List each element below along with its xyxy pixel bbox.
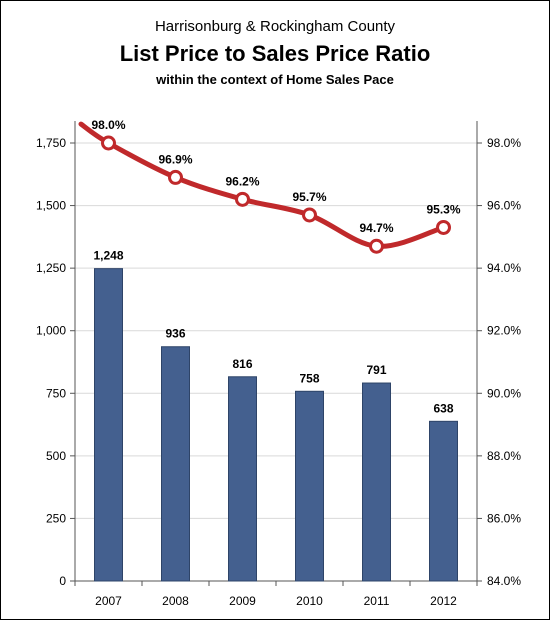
y-right-tick-label: 92.0%: [487, 324, 521, 338]
bar: [228, 376, 257, 582]
y-right-tick-label: 90.0%: [487, 386, 521, 400]
y-left-tick-label: 1,250: [36, 261, 66, 275]
bar-data-label: 638: [433, 401, 453, 415]
chart-title: List Price to Sales Price Ratio: [119, 41, 431, 66]
y-left-tick-label: 750: [46, 386, 66, 400]
y-left-tick-label: 1,500: [36, 199, 66, 213]
line-data-label: 96.9%: [158, 152, 192, 166]
y-right-tick-label: 84.0%: [487, 574, 521, 588]
chart-title-line1: Harrisonburg & Rockingham County: [154, 18, 396, 35]
line-point: [436, 219, 451, 235]
line-data-label: 94.7%: [359, 221, 393, 235]
bar: [429, 420, 458, 582]
bar-series: [94, 268, 458, 582]
bar: [161, 346, 190, 582]
y-left-tick-label: 1,000: [36, 324, 66, 338]
line-point: [235, 191, 250, 207]
x-tick-label: 2009: [229, 594, 256, 608]
line-data-label: 95.7%: [292, 190, 326, 204]
y-right-tick-label: 86.0%: [487, 511, 521, 525]
bar-data-label: 936: [165, 327, 185, 341]
y-left-tick-label: 1,750: [36, 136, 66, 150]
x-tick-label: 2008: [162, 594, 189, 608]
line-data-label: 96.2%: [225, 174, 259, 188]
bar-data-label: 816: [232, 357, 252, 371]
y-left-tick-label: 250: [46, 511, 66, 525]
line-point: [168, 169, 183, 185]
bar-data-label: 758: [299, 371, 319, 385]
y-right-tick-label: 94.0%: [487, 261, 521, 275]
line-point: [369, 238, 384, 254]
line-point: [302, 207, 317, 223]
y-left-tick-label: 0: [59, 574, 66, 588]
x-tick-label: 2007: [95, 594, 122, 608]
x-tick-label: 2012: [430, 594, 457, 608]
bar: [362, 382, 391, 582]
chart-subtitle: within the context of Home Sales Pace: [156, 72, 394, 87]
line-point: [101, 135, 116, 151]
line-data-label: 98.0%: [91, 118, 125, 132]
gridlines: [75, 142, 477, 519]
bar: [295, 390, 324, 582]
axes: 0 250 500 750 1,000 1,250 1,500 1,750 84.0% 86.0%…: [36, 121, 521, 608]
bar-data-label: 1,248: [93, 249, 123, 263]
y-right-tick-label: 96.0%: [487, 199, 521, 213]
y-right-tick-label: 88.0%: [487, 449, 521, 463]
x-tick-label: 2010: [296, 594, 323, 608]
chart-titles: Harrisonburg & Rockingham County List Pr…: [1, 17, 549, 89]
y-left-tick-label: 500: [46, 449, 66, 463]
y-right-tick-label: 98.0%: [487, 136, 521, 150]
line-data-label: 95.3%: [426, 202, 460, 216]
x-tick-label: 2011: [364, 594, 390, 608]
line-series: [78, 121, 451, 254]
bar-data-label: 791: [366, 363, 386, 377]
bar: [94, 268, 123, 582]
data-labels: 1,248 936 816 758 791 638 98.0% 96.9% 96.2% 95.7%…: [91, 118, 460, 415]
